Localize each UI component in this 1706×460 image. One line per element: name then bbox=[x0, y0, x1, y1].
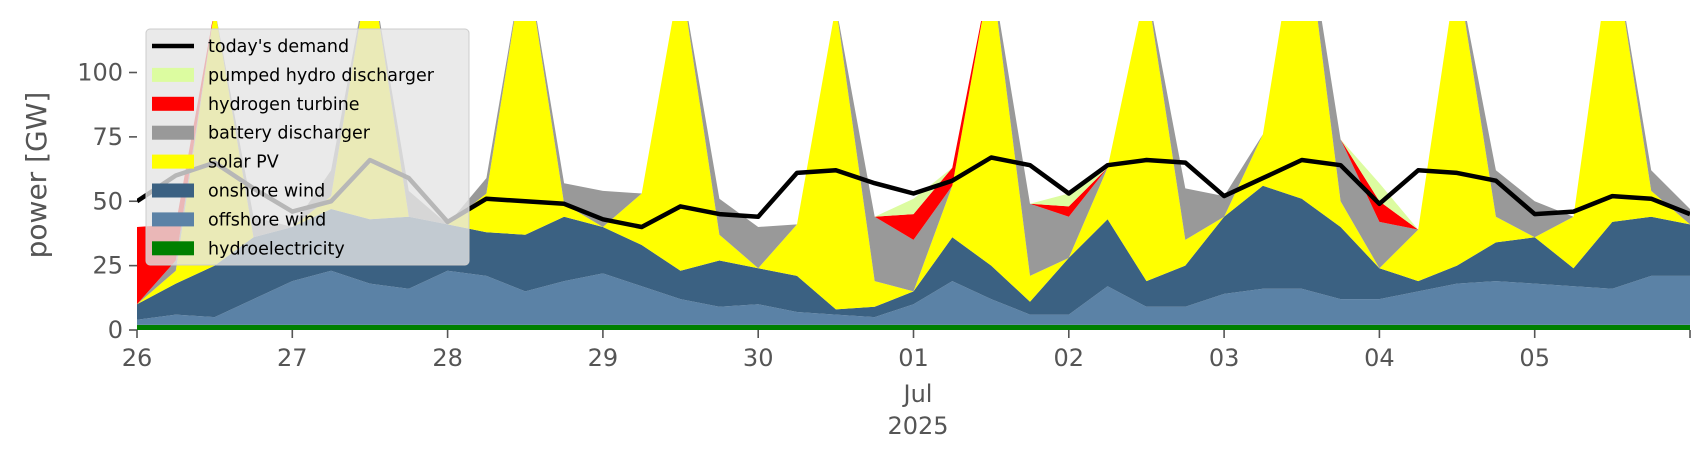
y-axis: power [GW] 0 25 50 75 100 bbox=[20, 59, 137, 344]
y-tick-label: 75 bbox=[92, 123, 123, 151]
x-tick-label: 05 bbox=[1519, 344, 1550, 372]
x-axis: Jul 2025 26 27 28 29 30 01 02 03 04 05 bbox=[122, 330, 1691, 440]
legend-label-hydroelectricity: hydroelectricity bbox=[208, 239, 345, 259]
x-tick-label: 26 bbox=[122, 344, 153, 372]
y-tick-label: 0 bbox=[108, 316, 123, 344]
stacked-areas bbox=[137, 21, 1690, 330]
legend-label-solar-pv: solar PV bbox=[208, 153, 279, 173]
legend-swatch-pumped-hydro-discharger bbox=[152, 67, 194, 82]
legend-label-offshore-wind: offshore wind bbox=[208, 210, 326, 230]
y-tick-label: 25 bbox=[92, 252, 123, 280]
legend-swatch-hydrogen-turbine bbox=[152, 96, 194, 111]
y-tick-label: 100 bbox=[77, 59, 123, 87]
legend-label-battery-discharger: battery discharger bbox=[208, 124, 371, 144]
x-tick-label: 30 bbox=[743, 344, 774, 372]
legend-label-today-s-demand: today's demand bbox=[208, 37, 349, 57]
legend-swatch-onshore-wind bbox=[152, 183, 194, 198]
x-tick-label: 03 bbox=[1209, 344, 1240, 372]
x-tick-label: 01 bbox=[898, 344, 929, 372]
x-tick-label: 28 bbox=[432, 344, 463, 372]
area-battery-discharger bbox=[137, 21, 1690, 305]
x-tick-label: 02 bbox=[1054, 344, 1085, 372]
x-tick-label: 27 bbox=[277, 344, 308, 372]
legend-label-hydrogen-turbine: hydrogen turbine bbox=[208, 95, 360, 115]
area-hydroelectricity bbox=[137, 324, 1690, 330]
y-tick-label: 50 bbox=[92, 187, 123, 215]
x-tick-label: 04 bbox=[1364, 344, 1395, 372]
legend-swatch-battery-discharger bbox=[152, 125, 194, 140]
legend-label-onshore-wind: onshore wind bbox=[208, 182, 325, 202]
area-offshore-wind bbox=[137, 270, 1690, 325]
legend-swatch-offshore-wind bbox=[152, 212, 194, 227]
y-axis-label: power [GW] bbox=[20, 92, 53, 259]
x-sublabel-year: 2025 bbox=[887, 412, 948, 440]
legend-box bbox=[145, 28, 470, 266]
legend: today's demand pumped hydro discharger hyd… bbox=[145, 28, 470, 266]
area-solar-pv bbox=[137, 21, 1690, 310]
legend-label-pumped-hydro-discharger: pumped hydro discharger bbox=[208, 66, 435, 86]
area-onshore-wind bbox=[137, 185, 1690, 320]
x-tick-label: 29 bbox=[588, 344, 619, 372]
x-sublabel-month: Jul bbox=[902, 380, 933, 408]
legend-swatch-hydroelectricity bbox=[152, 241, 194, 256]
legend-swatch-solar-pv bbox=[152, 154, 194, 169]
